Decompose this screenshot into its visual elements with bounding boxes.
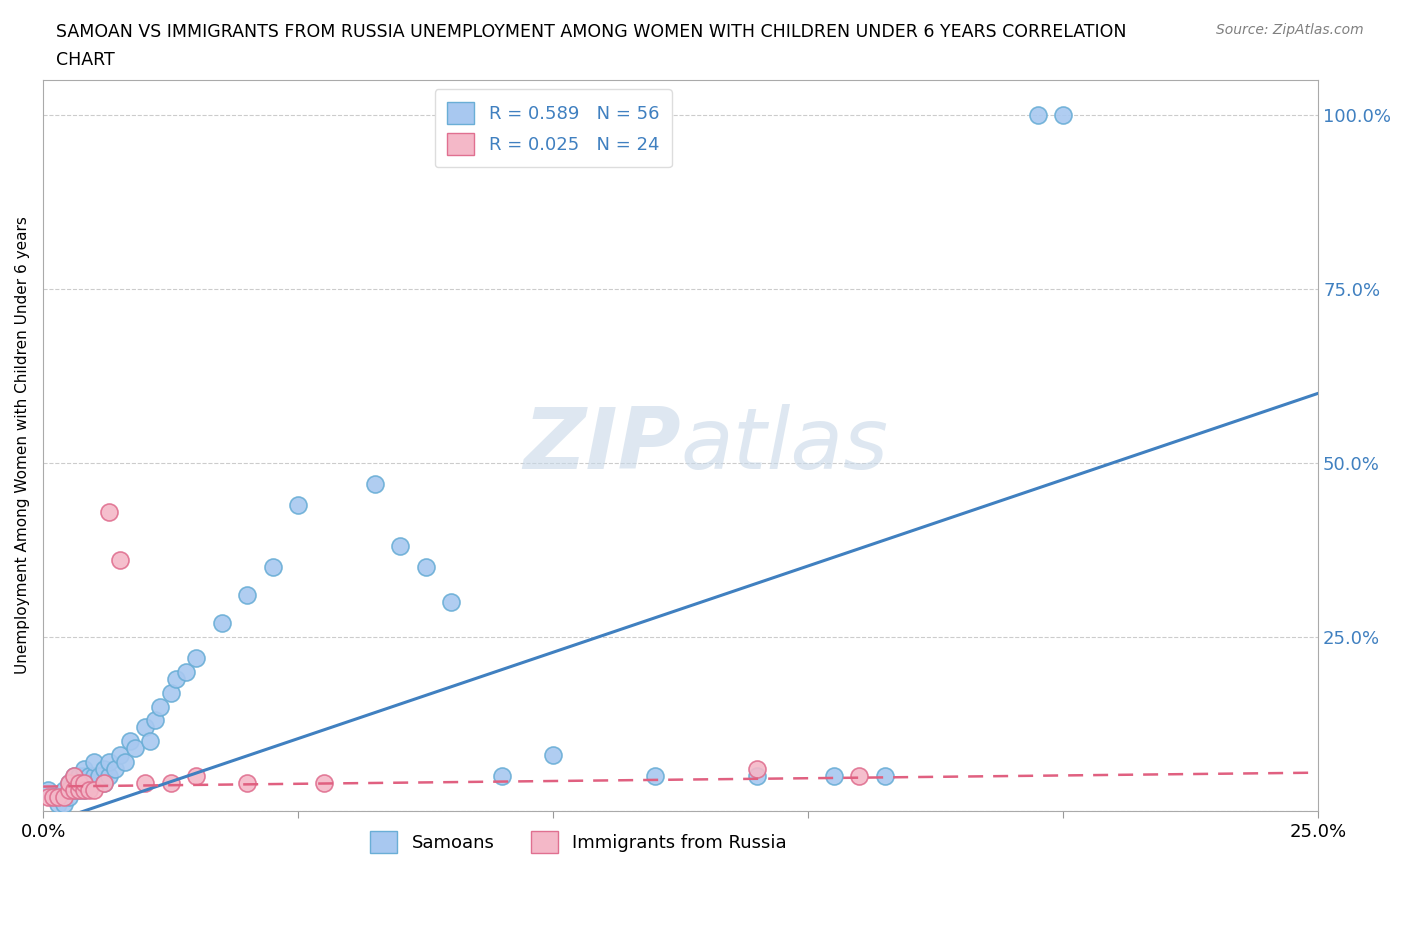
Point [236, 776, 259, 790]
Text: Source: ZipAtlas.com: Source: ZipAtlas.com [1216, 23, 1364, 37]
Point [363, 476, 385, 491]
Point [73, 783, 96, 798]
Point [134, 776, 156, 790]
Point [186, 650, 208, 665]
Point [62, 776, 84, 790]
Point [48, 790, 70, 804]
Point [747, 769, 769, 784]
Point [108, 553, 131, 568]
Point [415, 560, 437, 575]
Point [52, 783, 75, 798]
Point [98, 755, 121, 770]
Legend: Samoans, Immigrants from Russia: Samoans, Immigrants from Russia [363, 824, 794, 860]
Point [159, 776, 181, 790]
Point [77, 769, 100, 784]
Point [747, 762, 769, 777]
Point [58, 790, 80, 804]
Point [73, 776, 96, 790]
Point [174, 664, 197, 679]
Point [262, 560, 284, 575]
Point [108, 748, 131, 763]
Point [77, 776, 100, 790]
Point [104, 762, 127, 777]
Point [186, 769, 208, 784]
Point [287, 498, 309, 512]
Point [440, 594, 463, 609]
Point [83, 776, 105, 790]
Point [67, 776, 90, 790]
Point [67, 783, 90, 798]
Point [389, 539, 412, 554]
Point [48, 790, 70, 804]
Point [83, 769, 105, 784]
Point [98, 504, 121, 519]
Point [42, 790, 65, 804]
Y-axis label: Unemployment Among Women with Children Under 6 years: Unemployment Among Women with Children U… [15, 217, 30, 674]
Point [491, 769, 513, 784]
Point [211, 616, 233, 631]
Point [118, 734, 141, 749]
Point [159, 685, 181, 700]
Point [67, 783, 90, 798]
Point [62, 783, 84, 798]
Point [62, 783, 84, 798]
Point [52, 790, 75, 804]
Text: atlas: atlas [681, 404, 889, 487]
Point [644, 769, 666, 784]
Point [145, 713, 167, 728]
Point [312, 776, 335, 790]
Point [58, 776, 80, 790]
Point [114, 755, 136, 770]
Point [83, 783, 105, 798]
Point [42, 790, 65, 804]
Point [93, 762, 115, 777]
Point [541, 748, 564, 763]
Point [98, 769, 121, 784]
Text: ZIP: ZIP [523, 404, 681, 487]
Point [58, 776, 80, 790]
Point [73, 769, 96, 784]
Point [89, 769, 111, 784]
Point [67, 776, 90, 790]
Point [124, 741, 146, 756]
Point [73, 783, 96, 798]
Text: CHART: CHART [56, 51, 115, 69]
Point [823, 769, 845, 784]
Point [873, 769, 896, 784]
Point [58, 783, 80, 798]
Text: SAMOAN VS IMMIGRANTS FROM RUSSIA UNEMPLOYMENT AMONG WOMEN WITH CHILDREN UNDER 6 : SAMOAN VS IMMIGRANTS FROM RUSSIA UNEMPLO… [56, 23, 1126, 41]
Point [848, 769, 870, 784]
Point [37, 790, 59, 804]
Point [62, 769, 84, 784]
Point [1026, 108, 1049, 123]
Point [83, 755, 105, 770]
Point [67, 769, 90, 784]
Point [52, 796, 75, 811]
Point [149, 699, 172, 714]
Point [73, 762, 96, 777]
Point [165, 671, 187, 686]
Point [37, 783, 59, 798]
Point [1052, 108, 1074, 123]
Point [236, 588, 259, 603]
Point [139, 734, 162, 749]
Point [93, 776, 115, 790]
Point [93, 776, 115, 790]
Point [77, 783, 100, 798]
Point [48, 796, 70, 811]
Point [62, 769, 84, 784]
Point [134, 720, 156, 735]
